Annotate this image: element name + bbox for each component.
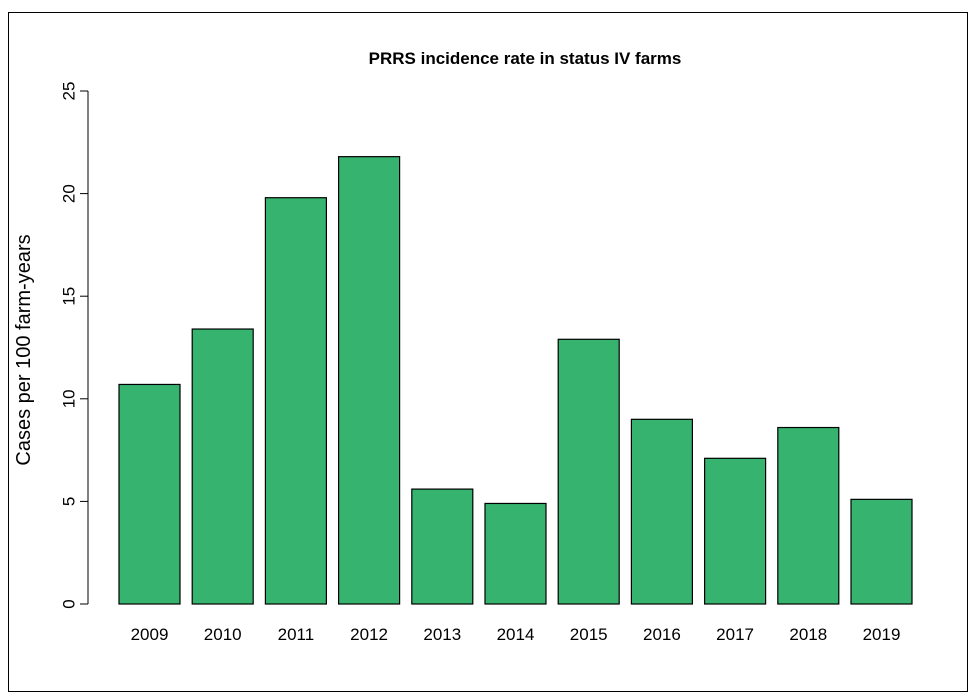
bar-2019: [850, 498, 913, 605]
x-tick-label: 2010: [204, 625, 242, 644]
x-axis-labels: 2009 2010 2011 2012 2013 2014 2015 2016 2017 2018…: [131, 625, 901, 644]
bar-2013: [411, 488, 474, 605]
y-tick-label: 5: [59, 497, 78, 506]
x-tick-label: 2012: [350, 625, 388, 644]
x-tick-label: 2013: [423, 625, 461, 644]
bar-2018: [777, 426, 840, 605]
chart-title: PRRS incidence rate in status IV farms: [369, 49, 682, 68]
y-tick-label: 0: [59, 599, 78, 608]
y-axis-ticks: 0 5 10 15 20 25: [59, 82, 88, 609]
x-tick-label: 2015: [570, 625, 608, 644]
bar-2012: [338, 156, 401, 605]
x-tick-label: 2018: [789, 625, 827, 644]
bar-2016: [630, 418, 694, 605]
y-axis-label: Cases per 100 farm-years: [13, 234, 35, 465]
y-tick-label: 20: [59, 184, 78, 203]
x-tick-label: 2009: [131, 625, 169, 644]
y-tick-label: 15: [59, 287, 78, 306]
bar-2009: [118, 383, 181, 605]
chart-frame: [8, 12, 968, 692]
x-tick-label: 2019: [863, 625, 901, 644]
y-tick-label: 25: [59, 82, 78, 101]
bar-2011: [264, 197, 327, 605]
bars: [118, 156, 913, 605]
x-tick-label: 2011: [278, 625, 315, 644]
bar-2014: [484, 502, 547, 605]
bar-2017: [703, 457, 767, 605]
bar-2015: [557, 338, 620, 605]
bar-2010: [191, 328, 254, 605]
y-tick-label: 10: [59, 389, 78, 408]
x-tick-label: 2016: [643, 625, 681, 644]
x-tick-label: 2017: [716, 625, 754, 644]
x-tick-label: 2014: [497, 625, 535, 644]
